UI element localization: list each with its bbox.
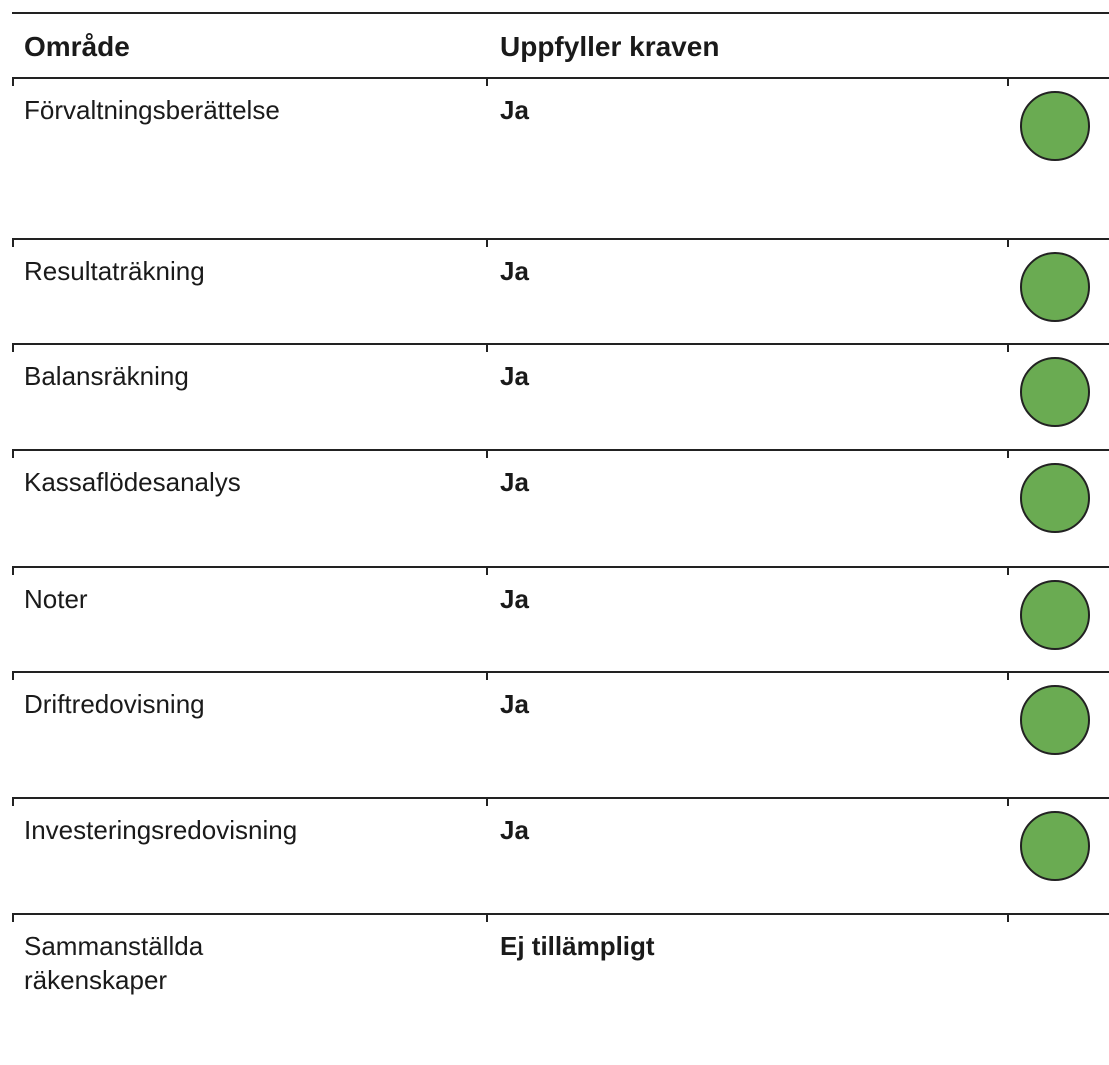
- area-cell: Kassaflödesanalys: [24, 467, 241, 497]
- status-indicator: [1020, 811, 1090, 881]
- row-tick: [12, 343, 14, 352]
- row-tick: [1007, 797, 1009, 806]
- status-cell: Ej tillämpligt: [500, 931, 655, 961]
- status-cell: Ja: [500, 815, 529, 845]
- row-tick: [12, 566, 14, 575]
- row-tick: [12, 797, 14, 806]
- area-cell: Förvaltningsberättelse: [24, 95, 280, 125]
- area-cell: Sammanställda räkenskaper: [24, 931, 204, 995]
- row-tick: [12, 238, 14, 247]
- row-tick: [1007, 343, 1009, 352]
- row-rule: [12, 343, 1109, 345]
- status-cell: Ja: [500, 256, 529, 286]
- row-tick: [486, 913, 488, 922]
- status-indicator: [1020, 357, 1090, 427]
- top-rule: [12, 12, 1109, 14]
- status-indicator: [1020, 580, 1090, 650]
- area-cell: Resultaträkning: [24, 256, 205, 286]
- area-cell: Balansräkning: [24, 361, 189, 391]
- status-indicator: [1020, 685, 1090, 755]
- row-tick: [486, 343, 488, 352]
- header-cell: Område: [24, 31, 130, 62]
- row-tick: [486, 797, 488, 806]
- row-tick: [12, 671, 14, 680]
- status-indicator: [1020, 463, 1090, 533]
- row-tick: [12, 913, 14, 922]
- row-rule: [12, 797, 1109, 799]
- row-rule: [12, 671, 1109, 673]
- row-tick: [486, 671, 488, 680]
- row-rule: [12, 913, 1109, 915]
- area-cell: Investeringsredovisning: [24, 815, 298, 845]
- status-cell: Ja: [500, 95, 529, 125]
- row-rule: [12, 238, 1109, 240]
- status-cell: Ja: [500, 584, 529, 614]
- status-cell: Ja: [500, 467, 529, 497]
- area-cell: Driftredovisning: [24, 689, 205, 719]
- status-cell: Ja: [500, 361, 529, 391]
- row-tick: [1007, 77, 1009, 86]
- status-indicator: [1020, 252, 1090, 322]
- status-cell: Ja: [500, 689, 529, 719]
- row-tick: [1007, 913, 1009, 922]
- row-rule: [12, 77, 1109, 79]
- row-tick: [486, 77, 488, 86]
- row-tick: [1007, 238, 1009, 247]
- row-tick: [1007, 671, 1009, 680]
- status-indicator: [1020, 91, 1090, 161]
- header-cell: Uppfyller kraven: [500, 31, 720, 62]
- row-tick: [486, 238, 488, 247]
- row-tick: [486, 449, 488, 458]
- area-cell: Noter: [24, 584, 88, 614]
- row-tick: [12, 77, 14, 86]
- row-tick: [1007, 449, 1009, 458]
- row-tick: [486, 566, 488, 575]
- row-tick: [12, 449, 14, 458]
- row-rule: [12, 566, 1109, 568]
- row-tick: [1007, 566, 1009, 575]
- row-rule: [12, 449, 1109, 451]
